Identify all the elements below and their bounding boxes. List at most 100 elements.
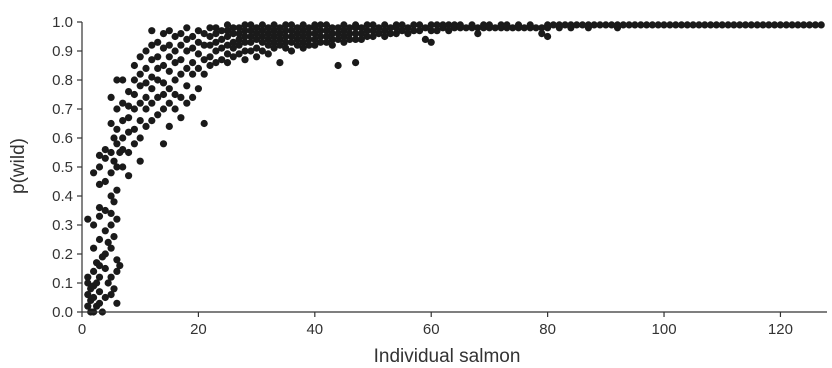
data-point xyxy=(206,61,214,70)
data-point xyxy=(90,244,98,252)
data-point xyxy=(404,29,412,38)
data-point xyxy=(101,154,109,162)
data-point xyxy=(322,32,331,41)
data-point xyxy=(619,21,627,29)
data-point xyxy=(116,262,124,270)
data-point xyxy=(194,64,202,72)
data-point xyxy=(235,50,243,58)
data-point xyxy=(119,134,127,142)
data-point xyxy=(206,24,214,32)
data-point xyxy=(317,38,325,46)
data-point xyxy=(107,148,115,157)
data-point xyxy=(287,27,296,35)
data-point xyxy=(159,61,168,70)
data-point xyxy=(154,93,162,101)
data-point xyxy=(241,56,249,64)
data-point xyxy=(741,21,750,29)
data-point xyxy=(119,163,127,171)
data-point xyxy=(386,24,395,32)
data-point xyxy=(229,24,237,32)
x-ticks: 0 20 40 60 80 100 120 xyxy=(78,312,793,338)
data-point xyxy=(95,299,104,307)
data-point xyxy=(730,21,738,29)
data-point xyxy=(753,21,761,29)
data-point xyxy=(759,21,767,29)
data-point xyxy=(427,38,435,46)
data-point xyxy=(544,21,552,29)
data-point xyxy=(84,215,92,223)
data-point xyxy=(322,27,331,35)
data-point xyxy=(381,32,389,41)
data-point xyxy=(375,24,383,32)
data-point xyxy=(130,140,138,148)
data-point xyxy=(421,35,429,44)
data-point xyxy=(381,21,389,29)
data-point xyxy=(293,41,301,49)
data-point xyxy=(433,27,441,35)
data-point xyxy=(363,32,371,41)
data-point xyxy=(520,24,528,32)
data-point xyxy=(247,21,255,29)
data-point xyxy=(270,44,278,52)
data-point xyxy=(95,212,104,220)
data-point xyxy=(322,21,331,29)
data-point xyxy=(125,114,133,122)
data-point xyxy=(84,302,92,310)
data-point xyxy=(136,82,144,90)
data-point xyxy=(305,29,313,38)
data-point xyxy=(194,38,202,46)
data-point xyxy=(154,64,162,72)
data-point xyxy=(334,29,342,38)
y-tick-label: 0.8 xyxy=(52,72,73,89)
data-point xyxy=(200,41,208,49)
data-point xyxy=(165,99,173,107)
data-point xyxy=(276,59,284,67)
data-point xyxy=(90,267,98,275)
data-point xyxy=(695,21,703,29)
data-point xyxy=(159,105,168,113)
data-point xyxy=(95,151,104,159)
data-point xyxy=(95,235,104,244)
data-point xyxy=(317,32,325,41)
data-point xyxy=(421,24,429,32)
data-point xyxy=(171,105,179,113)
data-point xyxy=(159,29,168,38)
data-point xyxy=(142,93,150,101)
data-point xyxy=(264,29,272,38)
data-point xyxy=(136,134,144,142)
data-point xyxy=(229,29,237,38)
data-point xyxy=(194,27,202,35)
data-point xyxy=(107,291,115,299)
data-point xyxy=(352,29,360,38)
data-point xyxy=(148,117,156,125)
data-point xyxy=(241,38,249,46)
data-point xyxy=(235,41,243,49)
data-point xyxy=(276,29,284,38)
data-point xyxy=(110,157,118,165)
data-point xyxy=(334,24,342,32)
data-point xyxy=(561,21,569,29)
data-point xyxy=(142,79,150,87)
data-point xyxy=(264,35,272,44)
data-point xyxy=(247,47,255,55)
data-point xyxy=(218,56,226,64)
data-point xyxy=(474,29,482,38)
data-point xyxy=(253,44,261,52)
data-point xyxy=(177,114,185,122)
data-point xyxy=(107,244,115,252)
data-point xyxy=(189,44,197,52)
data-point xyxy=(608,21,616,29)
x-tick-label: 80 xyxy=(539,321,556,338)
data-point xyxy=(241,47,249,55)
data-point xyxy=(776,21,785,29)
data-point xyxy=(107,192,115,200)
data-point xyxy=(148,73,156,81)
data-point xyxy=(305,24,313,32)
data-point xyxy=(352,35,360,44)
data-point xyxy=(631,21,639,29)
y-tick-label: 0.0 xyxy=(52,304,73,321)
data-point xyxy=(113,186,121,194)
data-point xyxy=(340,32,348,41)
data-point xyxy=(90,169,98,177)
data-point xyxy=(590,21,598,29)
